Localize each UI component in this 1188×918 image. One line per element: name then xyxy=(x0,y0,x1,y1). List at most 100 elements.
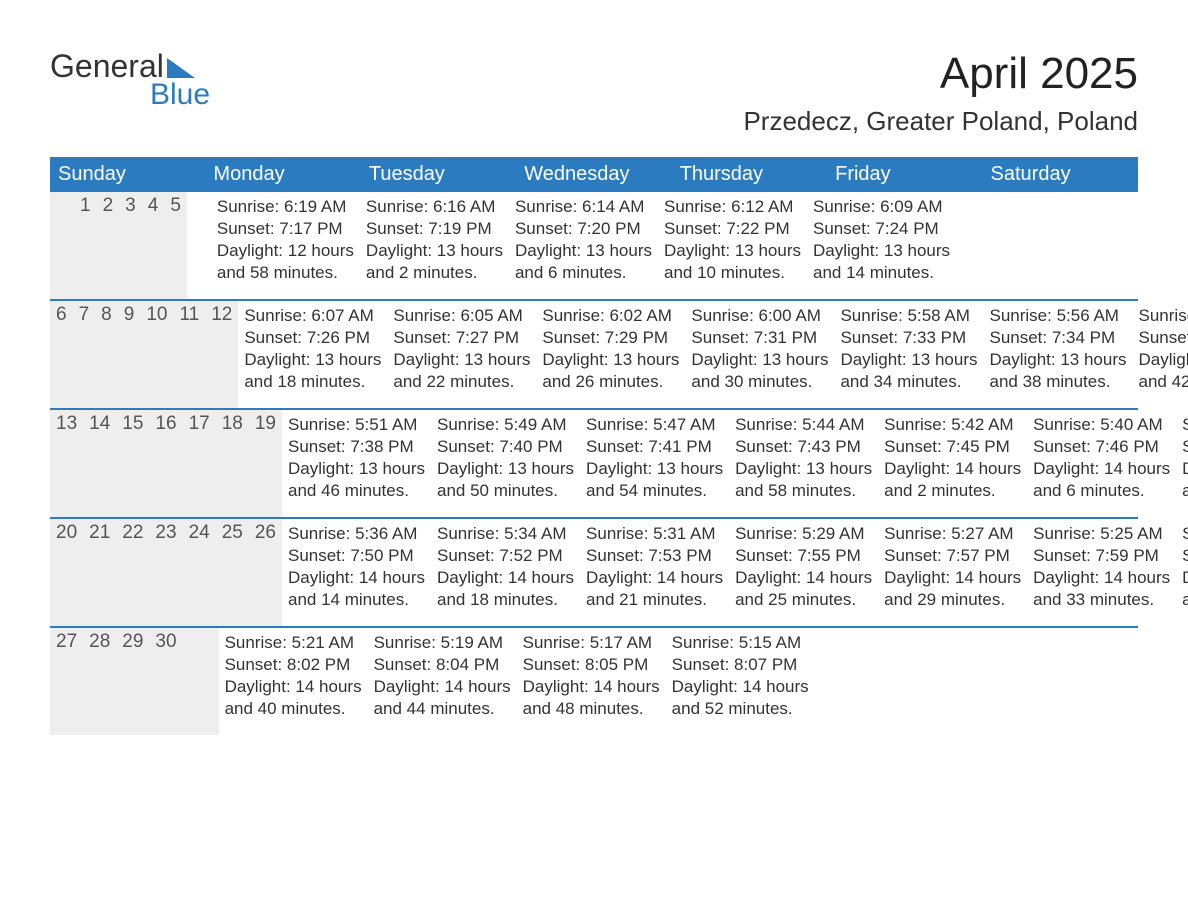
day-cell: Sunrise: 5:38 AMSunset: 7:48 PMDaylight:… xyxy=(1176,410,1188,503)
sunrise-text: Sunrise: 5:31 AM xyxy=(586,523,723,545)
sunset-text: Sunset: 7:26 PM xyxy=(244,327,381,349)
sunset-text: Sunset: 7:27 PM xyxy=(393,327,530,349)
sunrise-text: Sunrise: 6:02 AM xyxy=(542,305,679,327)
day-number xyxy=(62,192,74,299)
daylight-text-2: and 22 minutes. xyxy=(393,371,530,393)
sunrise-text: Sunrise: 6:12 AM xyxy=(664,196,801,218)
sunrise-text: Sunrise: 5:17 AM xyxy=(523,632,660,654)
sunrise-text: Sunrise: 5:44 AM xyxy=(735,414,872,436)
daylight-text-2: and 21 minutes. xyxy=(586,589,723,611)
sunrise-text: Sunrise: 5:23 AM xyxy=(1182,523,1188,545)
day-cell: Sunrise: 5:29 AMSunset: 7:55 PMDaylight:… xyxy=(729,519,878,612)
weekday-header: Monday xyxy=(205,157,360,192)
daylight-text-1: Daylight: 14 hours xyxy=(523,676,660,698)
day-number: 7 xyxy=(73,301,96,408)
day-number: 5 xyxy=(164,192,187,299)
sunrise-text: Sunrise: 5:29 AM xyxy=(735,523,872,545)
daylight-text-1: Daylight: 13 hours xyxy=(393,349,530,371)
sunrise-text: Sunrise: 5:36 AM xyxy=(288,523,425,545)
day-number: 12 xyxy=(205,301,238,408)
sunset-text: Sunset: 7:38 PM xyxy=(288,436,425,458)
sunset-text: Sunset: 7:50 PM xyxy=(288,545,425,567)
sunset-text: Sunset: 8:04 PM xyxy=(374,654,511,676)
daylight-text-1: Daylight: 14 hours xyxy=(374,676,511,698)
daylight-text-1: Daylight: 13 hours xyxy=(515,240,652,262)
daylight-text-1: Daylight: 13 hours xyxy=(437,458,574,480)
daynum-row: 13141516171819 xyxy=(50,410,282,517)
weekday-header: Thursday xyxy=(672,157,827,192)
day-number xyxy=(183,628,195,735)
sunrise-text: Sunrise: 5:56 AM xyxy=(989,305,1126,327)
day-cell xyxy=(839,628,851,721)
calendar-week: 6789101112Sunrise: 6:07 AMSunset: 7:26 P… xyxy=(50,299,1138,408)
sunset-text: Sunset: 7:24 PM xyxy=(813,218,950,240)
day-cell: Sunrise: 5:51 AMSunset: 7:38 PMDaylight:… xyxy=(282,410,431,503)
calendar-week: 13141516171819Sunrise: 5:51 AMSunset: 7:… xyxy=(50,408,1138,517)
daylight-text-2: and 58 minutes. xyxy=(735,480,872,502)
sunset-text: Sunset: 7:41 PM xyxy=(586,436,723,458)
daylight-text-1: Daylight: 13 hours xyxy=(664,240,801,262)
sunset-text: Sunset: 8:05 PM xyxy=(523,654,660,676)
weekday-header: Wednesday xyxy=(516,157,671,192)
day-cell: Sunrise: 6:16 AMSunset: 7:19 PMDaylight:… xyxy=(360,192,509,285)
day-number xyxy=(207,628,219,735)
daylight-text-2: and 18 minutes. xyxy=(437,589,574,611)
daylight-text-2: and 29 minutes. xyxy=(884,589,1021,611)
daylight-text-1: Daylight: 14 hours xyxy=(225,676,362,698)
day-cell: Sunrise: 5:17 AMSunset: 8:05 PMDaylight:… xyxy=(517,628,666,721)
daylight-text-2: and 46 minutes. xyxy=(288,480,425,502)
day-number xyxy=(195,628,207,735)
daylight-text-2: and 2 minutes. xyxy=(884,480,1021,502)
logo-text-top: General xyxy=(50,50,164,82)
daylight-text-2: and 6 minutes. xyxy=(1033,480,1170,502)
daylight-text-1: Daylight: 13 hours xyxy=(735,458,872,480)
sunrise-text: Sunrise: 5:53 AM xyxy=(1139,305,1188,327)
daylight-text-1: Daylight: 14 hours xyxy=(1182,567,1188,589)
daylight-text-1: Daylight: 12 hours xyxy=(217,240,354,262)
sunset-text: Sunset: 8:07 PM xyxy=(672,654,809,676)
daylight-text-2: and 42 minutes. xyxy=(1139,371,1188,393)
sunset-text: Sunset: 7:46 PM xyxy=(1033,436,1170,458)
daylight-text-2: and 50 minutes. xyxy=(437,480,574,502)
day-number: 26 xyxy=(249,519,282,626)
calendar-week: 12345Sunrise: 6:19 AMSunset: 7:17 PMDayl… xyxy=(50,192,1138,299)
sunset-text: Sunset: 7:17 PM xyxy=(217,218,354,240)
day-number: 6 xyxy=(50,301,73,408)
calendar-week: 20212223242526Sunrise: 5:36 AMSunset: 7:… xyxy=(50,517,1138,626)
day-cell: Sunrise: 5:40 AMSunset: 7:46 PMDaylight:… xyxy=(1027,410,1176,503)
day-cell: Sunrise: 5:15 AMSunset: 8:07 PMDaylight:… xyxy=(666,628,815,721)
sunset-text: Sunset: 8:02 PM xyxy=(225,654,362,676)
daylight-text-2: and 54 minutes. xyxy=(586,480,723,502)
day-cell: Sunrise: 6:09 AMSunset: 7:24 PMDaylight:… xyxy=(807,192,956,285)
daylight-text-1: Daylight: 14 hours xyxy=(884,567,1021,589)
daylight-text-2: and 44 minutes. xyxy=(374,698,511,720)
day-number: 14 xyxy=(83,410,116,517)
daylight-text-1: Daylight: 14 hours xyxy=(1182,458,1188,480)
daylight-text-1: Daylight: 14 hours xyxy=(586,567,723,589)
daylight-text-1: Daylight: 14 hours xyxy=(437,567,574,589)
day-number: 2 xyxy=(97,192,120,299)
day-cell: Sunrise: 6:14 AMSunset: 7:20 PMDaylight:… xyxy=(509,192,658,285)
day-cell: Sunrise: 5:31 AMSunset: 7:53 PMDaylight:… xyxy=(580,519,729,612)
calendar-grid: Sunday Monday Tuesday Wednesday Thursday… xyxy=(50,157,1138,735)
logo-text-bottom: Blue xyxy=(50,80,210,110)
weekday-header: Saturday xyxy=(983,157,1138,192)
day-number: 28 xyxy=(83,628,116,735)
day-number xyxy=(50,192,62,299)
day-number: 15 xyxy=(116,410,149,517)
logo: General Blue xyxy=(50,50,210,110)
sunrise-text: Sunrise: 5:58 AM xyxy=(840,305,977,327)
sunset-text: Sunset: 7:59 PM xyxy=(1033,545,1170,567)
daylight-text-2: and 2 minutes. xyxy=(366,262,503,284)
day-number: 30 xyxy=(149,628,182,735)
daydata-row: Sunrise: 6:07 AMSunset: 7:26 PMDaylight:… xyxy=(238,301,1188,408)
day-cell xyxy=(815,628,827,721)
day-cell: Sunrise: 6:12 AMSunset: 7:22 PMDaylight:… xyxy=(658,192,807,285)
daylight-text-2: and 34 minutes. xyxy=(840,371,977,393)
daylight-text-2: and 10 minutes. xyxy=(1182,480,1188,502)
day-number: 3 xyxy=(119,192,142,299)
daylight-text-2: and 14 minutes. xyxy=(288,589,425,611)
day-cell: Sunrise: 5:42 AMSunset: 7:45 PMDaylight:… xyxy=(878,410,1027,503)
daylight-text-1: Daylight: 13 hours xyxy=(813,240,950,262)
page-header: General Blue April 2025 Przedecz, Greate… xyxy=(50,50,1138,137)
